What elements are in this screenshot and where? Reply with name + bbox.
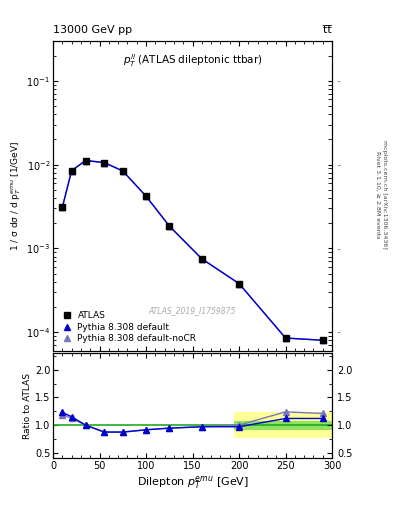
Pythia 8.308 default — [69, 167, 74, 174]
Text: 13000 GeV pp: 13000 GeV pp — [53, 25, 132, 35]
Legend: ATLAS, Pythia 8.308 default, Pythia 8.308 default-noCR: ATLAS, Pythia 8.308 default, Pythia 8.30… — [57, 308, 200, 347]
X-axis label: Dilepton $p_T^{emu}$ [GeV]: Dilepton $p_T^{emu}$ [GeV] — [137, 474, 248, 491]
Text: Rivet 3.1.10, ≥ 2.8M events: Rivet 3.1.10, ≥ 2.8M events — [376, 151, 380, 238]
Pythia 8.308 default-noCR — [200, 256, 204, 262]
Y-axis label: 1 / σ dσ / d p$_T^{emu}$ [1/GeV]: 1 / σ dσ / d p$_T^{emu}$ [1/GeV] — [10, 141, 23, 251]
ATLAS — [320, 337, 325, 344]
ATLAS — [102, 159, 107, 165]
ATLAS — [120, 168, 125, 174]
Text: ATLAS_2019_I1759875: ATLAS_2019_I1759875 — [149, 306, 236, 315]
Text: $p_T^{ll}$ (ATLAS dileptonic ttbar): $p_T^{ll}$ (ATLAS dileptonic ttbar) — [123, 52, 263, 69]
Pythia 8.308 default-noCR — [283, 335, 288, 341]
Pythia 8.308 default — [60, 204, 65, 210]
ATLAS — [237, 281, 241, 287]
Text: mcplots.cern.ch [arXiv:1306.3436]: mcplots.cern.ch [arXiv:1306.3436] — [382, 140, 387, 249]
Text: t̅t̅: t̅t̅ — [323, 25, 332, 35]
ATLAS — [83, 158, 88, 164]
Pythia 8.308 default-noCR — [167, 223, 172, 229]
Pythia 8.308 default-noCR — [60, 204, 65, 210]
ATLAS — [200, 256, 204, 262]
Pythia 8.308 default-noCR — [69, 167, 74, 174]
Pythia 8.308 default-noCR — [102, 159, 107, 165]
ATLAS — [144, 193, 149, 199]
Line: Pythia 8.308 default-noCR: Pythia 8.308 default-noCR — [60, 158, 325, 343]
Pythia 8.308 default — [102, 159, 107, 165]
ATLAS — [69, 167, 74, 174]
Pythia 8.308 default-noCR — [320, 337, 325, 344]
Pythia 8.308 default — [144, 193, 149, 199]
Pythia 8.308 default — [83, 158, 88, 164]
Line: Pythia 8.308 default: Pythia 8.308 default — [60, 158, 325, 343]
Line: ATLAS: ATLAS — [59, 157, 326, 344]
Pythia 8.308 default-noCR — [83, 158, 88, 164]
Pythia 8.308 default — [167, 223, 172, 229]
Y-axis label: Ratio to ATLAS: Ratio to ATLAS — [23, 373, 32, 439]
Pythia 8.308 default-noCR — [144, 193, 149, 199]
ATLAS — [283, 335, 288, 341]
Bar — [234, 421, 337, 430]
Pythia 8.308 default-noCR — [120, 168, 125, 174]
Pythia 8.308 default — [237, 281, 241, 287]
Pythia 8.308 default — [283, 335, 288, 341]
Pythia 8.308 default — [200, 256, 204, 262]
Pythia 8.308 default — [320, 337, 325, 344]
Pythia 8.308 default-noCR — [237, 281, 241, 287]
ATLAS — [167, 223, 172, 229]
ATLAS — [60, 204, 65, 210]
Pythia 8.308 default — [120, 168, 125, 174]
Bar — [234, 412, 337, 438]
